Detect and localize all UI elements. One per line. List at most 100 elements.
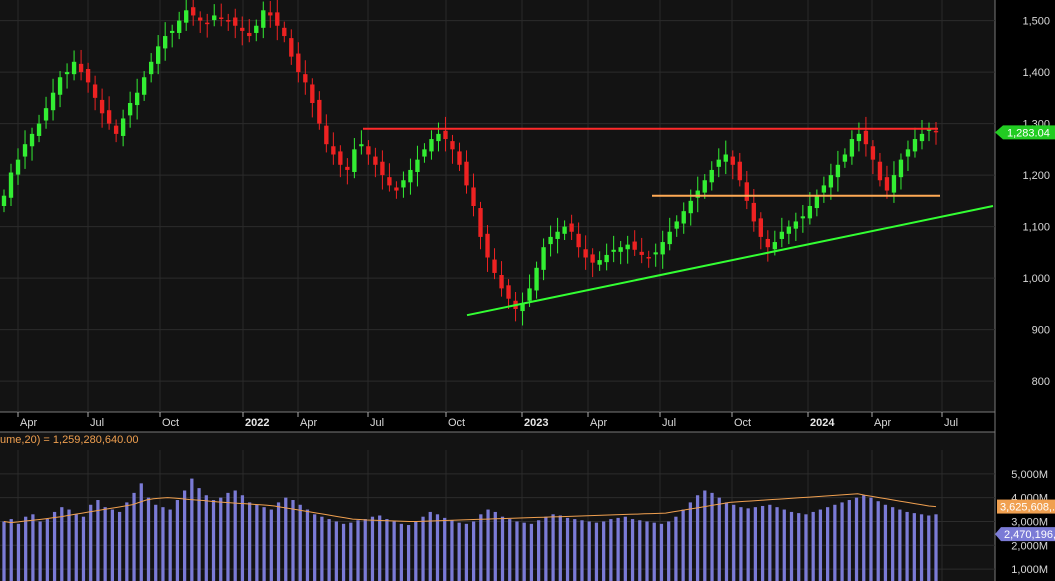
x-tick-label: 2024 bbox=[810, 417, 835, 429]
volume-bar bbox=[667, 521, 671, 581]
candle-body bbox=[625, 244, 630, 250]
candle-body bbox=[268, 12, 273, 16]
volume-bar bbox=[139, 483, 143, 581]
volume-bar bbox=[370, 516, 375, 581]
volume-bar bbox=[435, 514, 440, 581]
volume-bar bbox=[414, 521, 418, 581]
volume-bar bbox=[898, 509, 902, 581]
volume-bar bbox=[349, 522, 353, 581]
volume-bar bbox=[16, 523, 21, 581]
x-tick-label: Oct bbox=[162, 417, 179, 429]
x-tick-label: Apr bbox=[300, 417, 317, 429]
volume-bar bbox=[927, 515, 931, 581]
candle-body bbox=[29, 133, 35, 147]
volume-bar bbox=[919, 514, 924, 581]
volume-bar bbox=[652, 522, 656, 581]
volume-bar bbox=[45, 519, 49, 581]
candle-body bbox=[702, 180, 707, 193]
x-tick-label: Apr bbox=[20, 417, 37, 429]
candle-body bbox=[50, 92, 56, 111]
volume-bar bbox=[840, 502, 844, 581]
x-tick-label: 2022 bbox=[245, 417, 269, 429]
candle-body bbox=[247, 32, 252, 37]
candle-body bbox=[380, 161, 385, 176]
x-tick-label: Oct bbox=[448, 417, 465, 429]
candle-body bbox=[170, 30, 175, 33]
volume-bar bbox=[537, 520, 541, 581]
volume-bar bbox=[854, 497, 859, 581]
candle-body bbox=[205, 22, 210, 25]
candle-body bbox=[779, 231, 785, 239]
volume-bar bbox=[60, 507, 64, 581]
candle-body bbox=[303, 74, 308, 83]
x-tick-label: Jul bbox=[90, 417, 104, 429]
volume-bar bbox=[406, 525, 411, 581]
candle-body bbox=[436, 133, 441, 142]
volume-bar bbox=[182, 490, 187, 581]
volume-tick-label: 1,000M bbox=[1011, 564, 1048, 576]
volume-bar bbox=[67, 509, 71, 581]
candle-body bbox=[744, 182, 749, 201]
last-price-label: 1,283.04 bbox=[1007, 127, 1050, 139]
candle-body bbox=[85, 69, 91, 83]
volume-bar bbox=[443, 517, 447, 581]
volume-bar bbox=[96, 500, 100, 581]
volume-bar bbox=[327, 519, 331, 581]
candle-body bbox=[912, 139, 918, 152]
candle-body bbox=[604, 254, 609, 263]
volume-bar bbox=[739, 507, 743, 581]
volume-bar bbox=[782, 509, 786, 581]
candle-body bbox=[359, 144, 364, 147]
volume-ma-line bbox=[3, 493, 937, 524]
volume-bar bbox=[175, 500, 180, 581]
candle-body bbox=[71, 61, 77, 75]
candle-body bbox=[148, 61, 154, 75]
volume-bar bbox=[768, 504, 772, 581]
price-tick-label: 1,500 bbox=[1022, 16, 1050, 28]
volume-bar bbox=[197, 488, 201, 581]
volume-bar bbox=[24, 516, 28, 581]
candle-body bbox=[849, 139, 855, 157]
candle-body bbox=[1, 195, 7, 206]
volume-bar bbox=[298, 504, 302, 581]
candle-body bbox=[814, 195, 820, 209]
candle-body bbox=[681, 211, 686, 224]
volume-bar bbox=[587, 521, 591, 581]
volume-bar bbox=[493, 511, 497, 581]
x-tick-label: Apr bbox=[590, 417, 607, 429]
candle-body bbox=[926, 128, 932, 131]
volume-bar bbox=[211, 500, 216, 581]
candle-body bbox=[646, 256, 651, 259]
x-axis-bg bbox=[0, 412, 995, 432]
candle-body bbox=[716, 159, 721, 167]
candle-body bbox=[191, 7, 196, 16]
candle-body bbox=[723, 154, 728, 162]
candle-body bbox=[15, 159, 21, 175]
candle-body bbox=[233, 17, 238, 26]
x-tick-label: Jul bbox=[944, 417, 958, 429]
volume-bar bbox=[31, 514, 35, 581]
volume-bar bbox=[616, 517, 620, 581]
candle-body bbox=[898, 159, 904, 178]
volume-bar bbox=[255, 504, 259, 581]
volume-bar bbox=[811, 511, 815, 581]
candle-body bbox=[821, 185, 827, 193]
candle-body bbox=[534, 267, 539, 291]
candle-body bbox=[695, 190, 700, 198]
volume-bar bbox=[862, 495, 866, 581]
candle-body bbox=[106, 110, 112, 124]
volume-bar bbox=[681, 509, 685, 581]
volume-bar bbox=[630, 519, 635, 581]
candle-body bbox=[709, 169, 714, 183]
candle-body bbox=[562, 226, 567, 234]
volume-bar bbox=[385, 519, 389, 581]
candle-body bbox=[576, 233, 581, 248]
candle-body bbox=[92, 84, 98, 98]
candle-body bbox=[555, 231, 560, 239]
candle-body bbox=[730, 156, 735, 165]
candle-body bbox=[226, 20, 231, 22]
volume-bar bbox=[912, 513, 916, 581]
candle-body bbox=[807, 206, 813, 219]
candle-body bbox=[317, 99, 322, 124]
candle-body bbox=[485, 233, 490, 258]
